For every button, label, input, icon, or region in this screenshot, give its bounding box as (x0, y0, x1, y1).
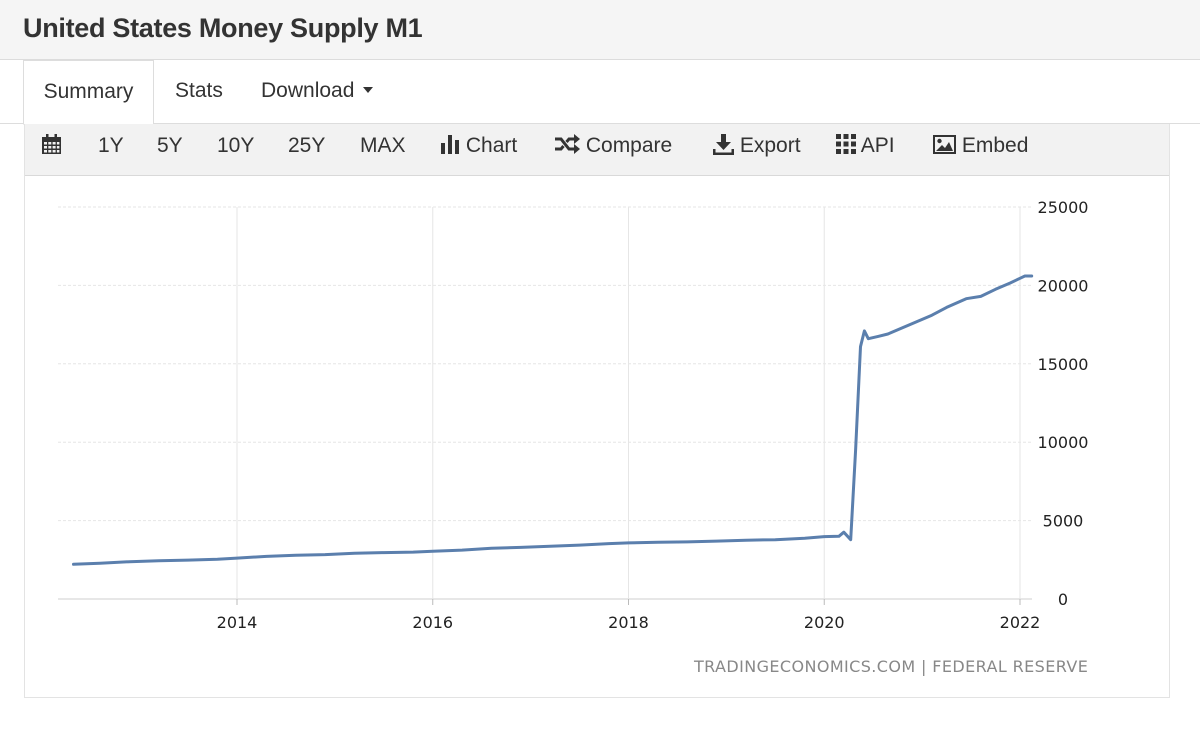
download-icon (712, 133, 735, 156)
caret-down-icon (363, 87, 374, 94)
series-line (72, 274, 1034, 566)
title-bar: United States Money Supply M1 (0, 0, 1200, 60)
y-tick-label: 20000 (1038, 276, 1089, 295)
export-label: Export (739, 134, 801, 157)
y-tick-label: 10000 (1038, 433, 1089, 452)
tab-download[interactable]: Download (261, 60, 374, 124)
tab-bar: Summary Stats Download (0, 60, 1200, 125)
grid-icon (836, 134, 856, 155)
range-5y-button[interactable]: 5Y (157, 134, 183, 157)
x-tick-label: 2014 (217, 613, 258, 632)
y-tick-label: 5000 (1043, 512, 1084, 531)
range-25y-button[interactable]: 25Y (288, 134, 326, 157)
bar-chart-icon (441, 135, 459, 155)
tab-summary[interactable]: Summary (23, 60, 154, 125)
y-tick-label: 15000 (1038, 355, 1089, 374)
image-icon (933, 134, 956, 154)
x-tick-label: 2016 (412, 613, 453, 632)
embed-button[interactable]: Embed (933, 124, 1028, 176)
range-10y-button[interactable]: 10Y (217, 134, 255, 157)
compare-button[interactable]: Compare (554, 124, 672, 176)
chart-panel: 1Y 5Y 10Y 25Y MAX Chart Compare (24, 124, 1170, 698)
y-tick-label: 0 (1058, 590, 1068, 609)
tab-stats[interactable]: Stats (175, 79, 223, 102)
export-button[interactable]: Export (712, 124, 801, 176)
y-tick-label: 25000 (1038, 198, 1089, 217)
calendar-button[interactable] (41, 124, 62, 176)
embed-label: Embed (961, 134, 1029, 157)
source-credit: TRADINGECONOMICS.COM | FEDERAL RESERVE (694, 657, 1089, 676)
range-1y-button[interactable]: 1Y (98, 134, 124, 157)
api-button[interactable]: API (836, 124, 895, 176)
x-tick-label: 2020 (804, 613, 845, 632)
page-title: United States Money Supply M1 (23, 13, 423, 43)
compare-label: Compare (585, 134, 673, 157)
api-label: API (860, 134, 895, 157)
chart-label: Chart (465, 134, 518, 157)
calendar-icon (42, 133, 61, 154)
chart-button[interactable]: Chart (440, 124, 517, 176)
tab-download-label: Download (261, 79, 355, 102)
x-tick-label: 2022 (1000, 613, 1041, 632)
x-tick-label: 2018 (608, 613, 649, 632)
range-max-button[interactable]: MAX (360, 134, 406, 157)
shuffle-icon (555, 134, 580, 155)
chart-toolbar: 1Y 5Y 10Y 25Y MAX Chart Compare (25, 124, 1169, 176)
